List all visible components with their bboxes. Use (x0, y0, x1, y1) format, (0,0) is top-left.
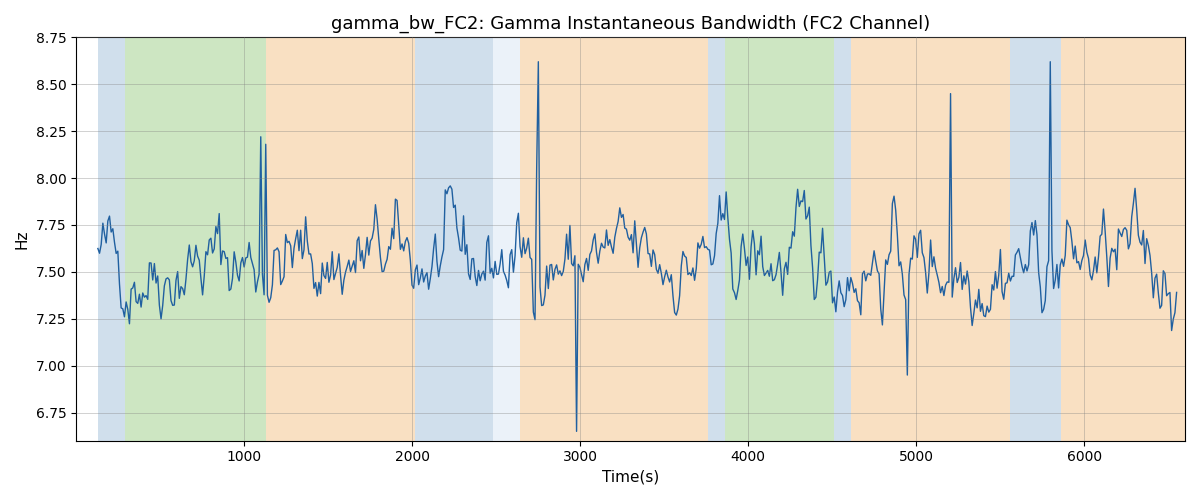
Bar (98, 38, 125, 440)
Bar (415, 38, 493, 440)
Bar (834, 38, 851, 440)
Y-axis label: Hz: Hz (14, 230, 30, 249)
Bar (708, 38, 725, 440)
Bar (851, 38, 1010, 440)
Bar (1010, 38, 1061, 440)
Bar (493, 38, 520, 440)
Title: gamma_bw_FC2: Gamma Instantaneous Bandwidth (FC2 Channel): gamma_bw_FC2: Gamma Instantaneous Bandwi… (331, 15, 930, 34)
Bar (125, 38, 266, 440)
Bar (266, 38, 415, 440)
X-axis label: Time(s): Time(s) (602, 470, 659, 485)
Bar (1061, 38, 1186, 440)
Bar (520, 38, 708, 440)
Bar (725, 38, 834, 440)
